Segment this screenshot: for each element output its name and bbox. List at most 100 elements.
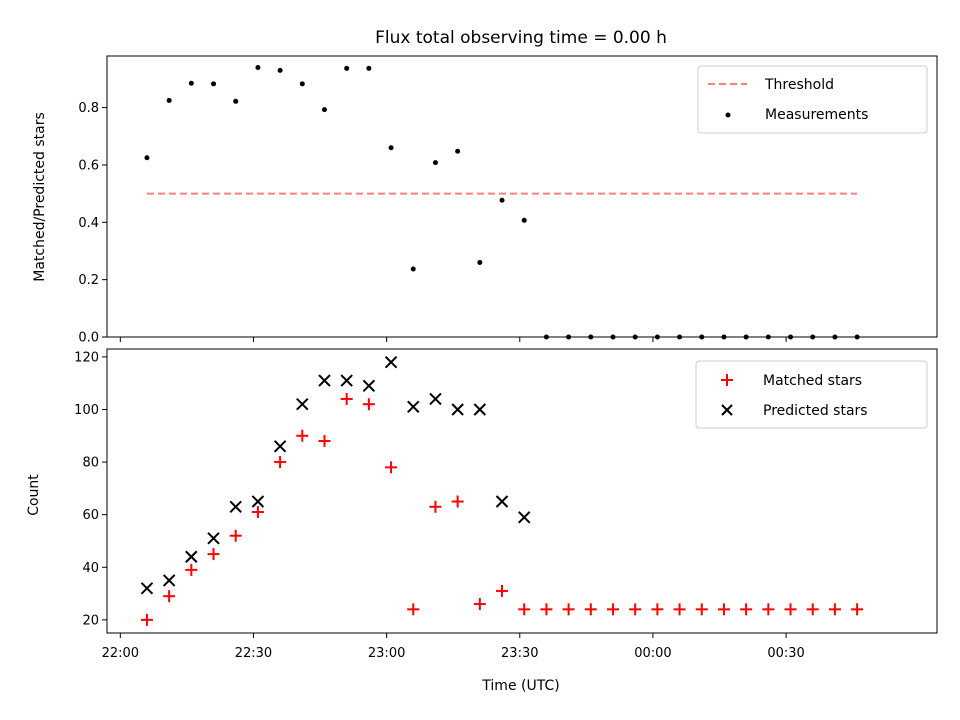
bottom-ytick-label-1: 40 <box>82 561 99 576</box>
matched-star-point <box>407 603 420 616</box>
xtick-label-5: 00:30 <box>767 646 804 661</box>
legend-measurements-swatch <box>725 112 731 118</box>
matched-star-point <box>274 456 287 469</box>
matched-star-point <box>251 506 264 519</box>
matched-star-point <box>140 613 153 626</box>
top-plot-frame <box>106 55 938 338</box>
measurement-point <box>499 197 505 203</box>
legend-threshold-label: Threshold <box>764 77 834 93</box>
measurement-point <box>410 266 416 272</box>
matched-star-point <box>717 603 730 616</box>
measurement-point <box>743 334 749 340</box>
bottom-ytick-label-5: 120 <box>74 350 99 365</box>
matched-star-point <box>673 603 686 616</box>
bottom-ytick-label-3: 80 <box>82 456 99 471</box>
xtick-label-0: 22:00 <box>102 646 139 661</box>
predicted-star-point <box>251 495 265 508</box>
measurement-point <box>455 148 461 154</box>
bottom-y-axis-title: Count <box>26 474 42 516</box>
bottom-legend-box <box>695 360 928 429</box>
matched-star-point <box>806 603 819 616</box>
predicted-star-point <box>296 398 309 411</box>
top-ytick-label-1: 0.2 <box>78 273 99 288</box>
predicted-star-point <box>207 532 220 545</box>
top-panel: 0.00.20.40.60.8 Matched/Predicted stars … <box>32 55 938 346</box>
measurement-point <box>543 334 549 340</box>
matched-star-point <box>584 603 597 616</box>
matched-star-point <box>362 398 375 411</box>
measurement-point <box>321 107 327 113</box>
measurement-point <box>788 334 794 340</box>
legend-matched-label: Matched stars <box>763 373 862 389</box>
x-axis-title: Time (UTC) <box>481 678 559 694</box>
matched-star-point <box>496 584 509 597</box>
top-legend-box <box>697 65 928 134</box>
top-y-axis-title: Matched/Predicted stars <box>32 112 48 282</box>
measurement-point <box>632 334 638 340</box>
matched-star-point <box>296 429 309 442</box>
top-ytick-label-0: 0.0 <box>78 331 99 346</box>
measurement-point <box>211 81 217 87</box>
measurement-point <box>255 64 261 70</box>
measurement-point <box>344 65 350 71</box>
measurement-point <box>166 97 172 103</box>
matched-star-point <box>229 529 242 542</box>
predicted-star-point <box>362 379 376 393</box>
measurement-point <box>832 334 838 340</box>
predicted-star-point <box>429 392 442 406</box>
predicted-star-point <box>407 400 420 414</box>
top-ytick-label-2: 0.4 <box>78 216 99 231</box>
matched-star-point <box>540 603 553 616</box>
predicted-star-point <box>162 574 176 587</box>
predicted-star-point <box>518 511 531 524</box>
bottom-legend: Matched stars Predicted stars <box>695 360 928 429</box>
matched-star-point <box>651 603 664 616</box>
measurement-point <box>699 334 705 340</box>
xtick-label-2: 23:00 <box>368 646 405 661</box>
bottom-plot-frame <box>106 348 938 634</box>
xtick-label-1: 22:30 <box>235 646 272 661</box>
matched-star-point <box>473 598 486 611</box>
matched-star-point <box>606 603 619 616</box>
matched-star-point <box>518 603 531 616</box>
predicted-star-point <box>451 403 464 416</box>
legend-predicted-swatch <box>721 404 733 416</box>
predicted-star-point <box>140 582 154 595</box>
matched-star-point <box>784 603 797 616</box>
measurement-point <box>721 334 727 340</box>
legend-predicted-label: Predicted stars <box>763 403 868 419</box>
predicted-star-point <box>318 374 331 387</box>
measurement-point <box>521 217 527 223</box>
bottom-ytick-label-4: 100 <box>74 403 99 418</box>
matched-star-point <box>318 435 331 448</box>
matched-star-point <box>740 603 753 616</box>
measurement-point <box>654 334 660 340</box>
legend-matched-swatch <box>721 374 733 386</box>
matched-star-point <box>385 461 398 474</box>
matched-star-point <box>762 603 775 616</box>
matched-star-point <box>185 563 198 576</box>
measurement-point <box>854 334 860 340</box>
matched-star-point <box>207 548 220 561</box>
top-legend: Threshold Measurements <box>697 65 928 134</box>
legend-measurements-label: Measurements <box>765 107 868 123</box>
measurement-point <box>144 155 150 161</box>
predicted-star-point <box>340 374 353 387</box>
matched-star-point <box>695 603 708 616</box>
matched-star-point <box>629 603 642 616</box>
bottom-ytick-label-2: 60 <box>82 508 99 523</box>
matched-star-point <box>451 495 464 508</box>
predicted-star-point <box>384 355 398 369</box>
top-ytick-label-3: 0.6 <box>78 158 99 173</box>
measurement-point <box>765 334 771 340</box>
measurement-point <box>277 67 283 73</box>
measurement-point <box>566 334 572 340</box>
predicted-star-point <box>495 495 509 508</box>
measurement-point <box>610 334 616 340</box>
predicted-star-point <box>273 440 287 453</box>
measurement-point <box>588 334 594 340</box>
measurement-point <box>233 98 239 104</box>
measurement-point <box>388 145 394 151</box>
measurement-point <box>432 160 438 166</box>
